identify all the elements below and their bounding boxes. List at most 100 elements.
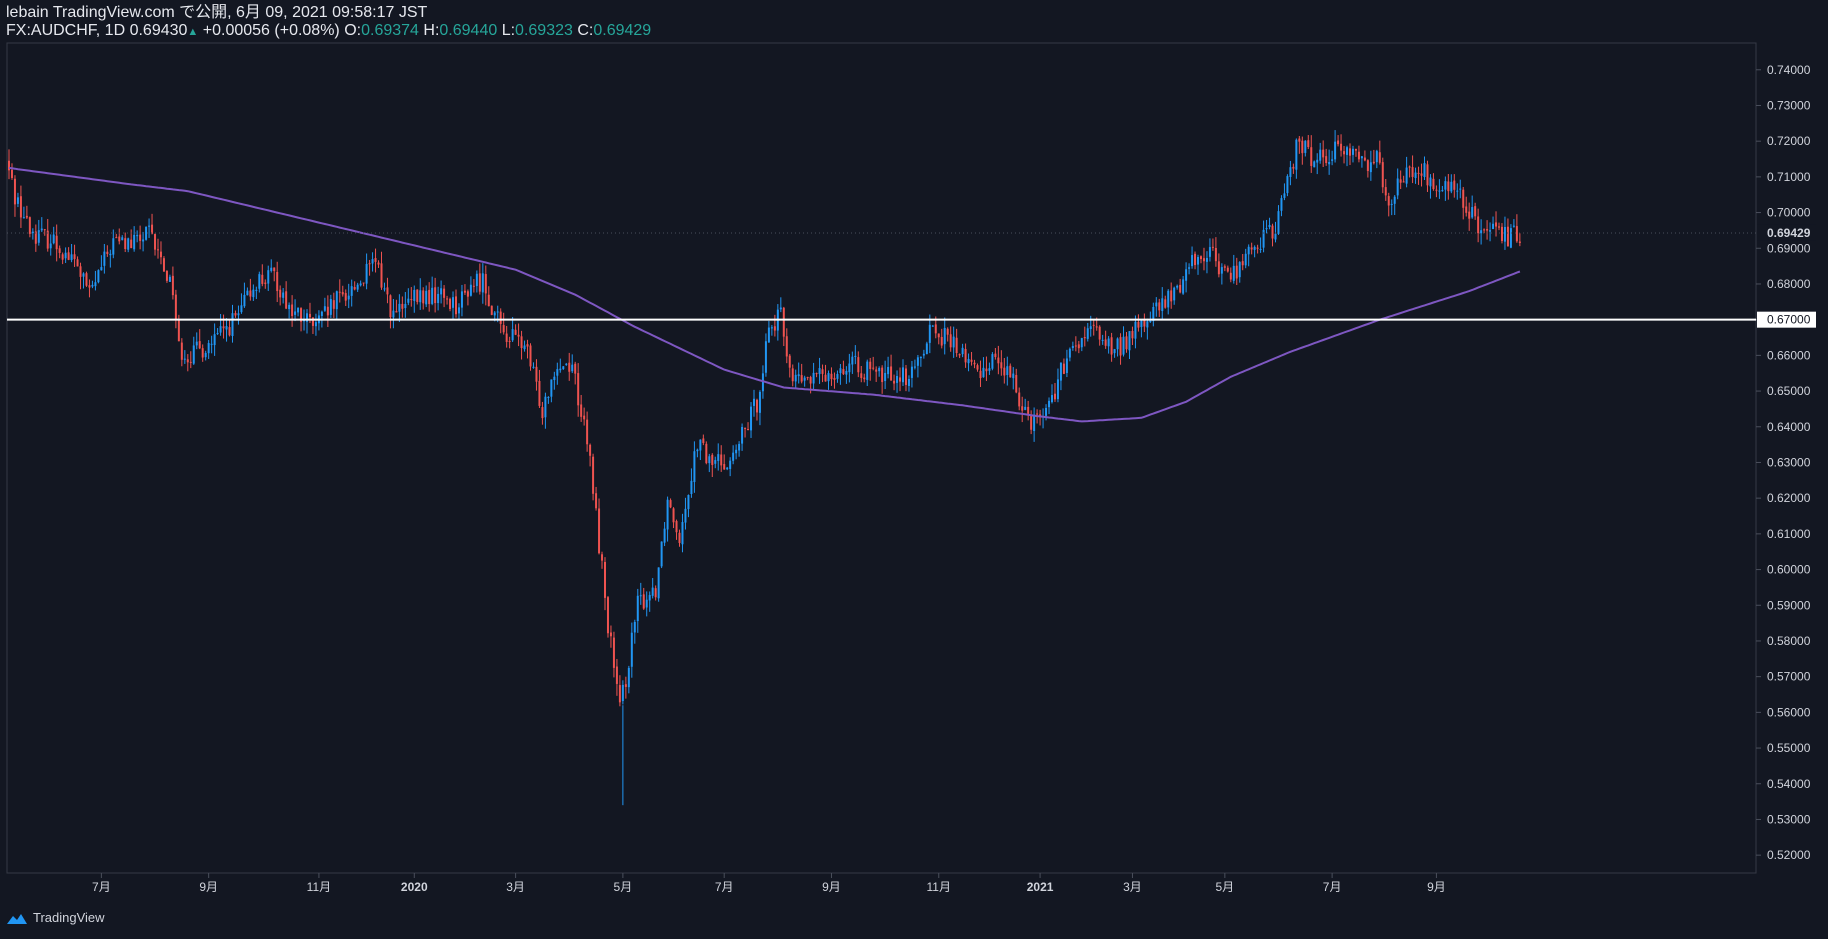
price-tick-label: 0.59000 [1767, 598, 1811, 612]
candle-body [1238, 262, 1241, 278]
last-price: 0.69430 [129, 22, 188, 39]
candle-body [702, 438, 705, 443]
candle-body [1131, 330, 1134, 339]
candle-body [684, 508, 687, 523]
branding[interactable]: TradingView [6, 910, 105, 925]
candle-body [517, 334, 520, 337]
candle-body [1077, 344, 1080, 349]
candle-body [493, 312, 496, 316]
candle-body [64, 252, 67, 259]
candle-body [279, 289, 282, 298]
candle-body [502, 325, 505, 333]
candle-body [556, 369, 559, 376]
candle-body [1274, 233, 1277, 240]
candle-body [67, 252, 70, 260]
candle-body [142, 239, 145, 242]
candle-body [824, 374, 827, 382]
candle-body [496, 311, 499, 313]
candle-body [720, 454, 723, 466]
candle-body [1444, 181, 1447, 190]
candle-body [145, 226, 148, 240]
candle-body [1110, 337, 1113, 355]
candle-body [443, 288, 446, 298]
candle-body [171, 275, 174, 296]
low-value: 0.69323 [515, 22, 573, 39]
candle-body [544, 396, 547, 418]
candle-body [675, 521, 678, 533]
candle-body [154, 234, 157, 250]
candle-body [8, 160, 10, 171]
candle-body [1268, 224, 1271, 228]
candle-body [1343, 151, 1346, 155]
candle-body [1283, 193, 1286, 198]
candle-body [1313, 161, 1316, 168]
candle-body [711, 454, 714, 465]
candle-body [601, 554, 604, 561]
candle-body [1086, 328, 1089, 339]
candle-body [1143, 319, 1146, 327]
candle-body [678, 532, 681, 543]
candle-body [1021, 406, 1024, 411]
candle-body [699, 439, 702, 451]
chart-pane[interactable] [6, 42, 1757, 874]
candle-body [1346, 147, 1349, 155]
candle-body [1506, 226, 1509, 247]
candle-body [937, 333, 940, 338]
candle-body [329, 299, 332, 315]
candle-body [1152, 306, 1155, 322]
candle-body [1518, 241, 1521, 243]
price-axis[interactable]: 0.74000 0.73000 0.72000 0.71000 0.70000 0.690… [1756, 63, 1811, 862]
candle-body [22, 217, 25, 219]
candle-body [475, 273, 478, 287]
candle-body [61, 254, 64, 260]
candle-body [553, 376, 556, 381]
candle-body [1402, 181, 1405, 183]
candle-body [1381, 162, 1384, 188]
candle-body [151, 224, 154, 234]
candle-body [359, 283, 362, 286]
hline-price-badge [1757, 311, 1816, 328]
low-label: L: [501, 22, 516, 39]
candle-body [571, 364, 574, 372]
candle-body [1065, 358, 1068, 374]
candle-body [836, 373, 839, 379]
candle-body [782, 307, 785, 337]
candle-body [28, 217, 31, 234]
high-value: 0.69440 [439, 22, 498, 39]
candle-body [133, 234, 136, 250]
candle-body [1515, 226, 1518, 242]
candle-body [350, 286, 353, 296]
time-tick-label: 5月 [614, 880, 633, 894]
candle-body [940, 336, 943, 346]
candle-body [1468, 211, 1471, 219]
candle-body [276, 272, 279, 292]
candle-body [207, 343, 210, 354]
candle-body [168, 276, 171, 282]
candle-body [663, 528, 666, 543]
candle-body [270, 267, 273, 271]
candle-body [484, 274, 487, 294]
candle-body [52, 234, 55, 244]
candle-body [1137, 322, 1140, 328]
candle-body [809, 377, 812, 384]
candle-body [827, 373, 830, 382]
candle-body [1059, 362, 1062, 381]
time-axis[interactable]: 7月 9月 11月 2020 3月 5月 7月 9月 11月 2021 3月 5月 7月 9月 [92, 873, 1446, 894]
candle-body [1498, 226, 1500, 228]
candle-body [1298, 138, 1301, 142]
price-tick-label: 0.60000 [1767, 563, 1811, 577]
candle-body [398, 303, 401, 312]
candle-body [326, 306, 329, 316]
candle-body [362, 282, 365, 284]
candle-body [159, 251, 162, 258]
candle-body [1375, 150, 1378, 163]
time-tick-label: 3月 [1123, 880, 1142, 894]
candle-body [1134, 321, 1137, 339]
candle-body [747, 428, 750, 430]
candle-body [1378, 152, 1381, 163]
candle-body [216, 332, 219, 334]
candle-body [1471, 207, 1474, 218]
candle-body [341, 292, 344, 295]
candle-body [618, 685, 621, 703]
